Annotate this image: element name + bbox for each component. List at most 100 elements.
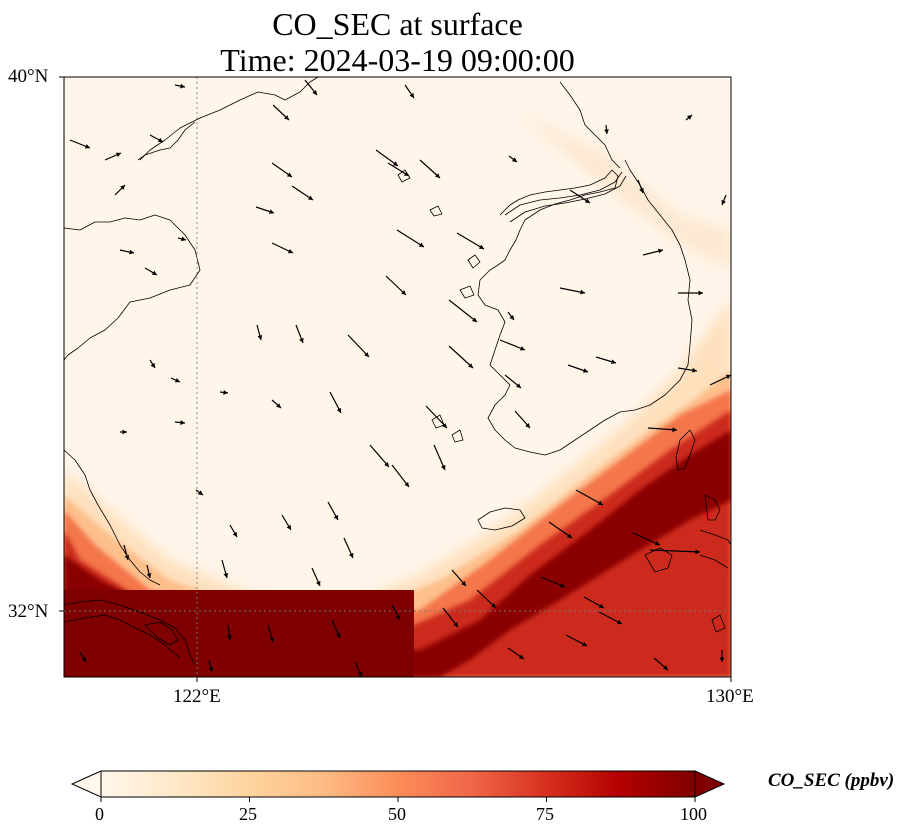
wind-vector-head	[698, 290, 703, 296]
colorbar-tick-0: 0	[95, 804, 104, 824]
wind-vector-head	[124, 555, 130, 560]
wind-vector-head	[403, 171, 409, 176]
colorbar-gradient	[101, 771, 695, 797]
wind-vector-head	[725, 374, 731, 380]
wind-vector-shaft	[548, 521, 573, 539]
coast-yangtze-south	[64, 614, 181, 659]
map-title-line-1: CO_SEC at surface	[272, 6, 523, 42]
wind-vector-head	[525, 423, 530, 428]
map-frame	[63, 76, 732, 678]
wind-vector-head	[519, 346, 525, 351]
plume-core-solid	[64, 590, 414, 677]
coast-jiangsu	[64, 449, 161, 586]
wind-vector-head	[284, 115, 289, 120]
wind-vector-head	[435, 173, 440, 178]
lat-tick-40n: 40°N	[8, 66, 49, 87]
wind-vector-head	[491, 603, 496, 608]
lon-tick-122e: 122°E	[173, 686, 221, 707]
wind-vector-head	[286, 524, 291, 530]
wind-vector-head	[174, 377, 180, 383]
wind-vector-head	[695, 549, 700, 555]
wind-vector-head	[559, 583, 565, 588]
wind-vector-head	[129, 249, 134, 255]
wind-vector-head	[150, 362, 155, 368]
wind-vector-head	[582, 368, 588, 373]
wind-vector-head	[384, 462, 389, 467]
wind-vector-shaft	[425, 405, 448, 429]
wind-vector-shaft	[448, 299, 478, 323]
wind-vector-head	[442, 423, 447, 428]
colorbar-title: CO_SEC (ppbv)	[768, 770, 895, 791]
wind-vector-shaft	[632, 532, 661, 546]
coast-shandong	[64, 214, 201, 361]
field-faint-ne	[520, 115, 731, 270]
wind-vector-head	[471, 317, 477, 322]
wind-vector-head	[223, 573, 229, 578]
wind-vector-head	[181, 236, 186, 242]
coast-bohai-north	[139, 77, 319, 161]
wind-vector-shaft	[647, 427, 678, 431]
wind-vector-head	[597, 500, 603, 505]
lat-tick-32n: 32°N	[8, 601, 49, 622]
wind-vector-head	[223, 390, 228, 395]
wind-vector-head	[566, 533, 572, 538]
colorbar-extend-max	[694, 770, 726, 798]
wind-vector-shaft	[456, 232, 485, 250]
wind-vector-shaft	[375, 149, 399, 167]
wind-vector-head	[357, 671, 363, 677]
wind-vector-shaft	[385, 275, 407, 296]
wind-vector-head	[518, 654, 524, 659]
wind-vector-head	[604, 129, 609, 134]
wind-vector-head	[268, 209, 274, 214]
wind-vector-head	[157, 137, 163, 142]
wind-vector-head	[409, 92, 414, 98]
wind-vector-head	[611, 359, 616, 365]
border-yalu	[504, 171, 623, 216]
map-title-line-2: Time: 2024-03-19 09:00:00	[220, 42, 575, 78]
wind-vector-shaft	[347, 334, 370, 358]
gridlines	[64, 77, 731, 677]
wind-vector-head	[580, 289, 585, 295]
wind-vector-head	[721, 199, 726, 205]
wind-vector-head	[180, 83, 185, 89]
wind-vector-head	[440, 464, 446, 470]
wind-vector-head	[276, 403, 281, 408]
wind-vector-head	[208, 667, 214, 672]
coast-yangtze-north	[64, 599, 196, 666]
wind-vector-head	[719, 657, 725, 662]
tsushima-island	[675, 429, 696, 471]
wind-vector-head	[654, 540, 660, 546]
colorbar-tick-75: 75	[536, 804, 554, 824]
wind-vector-head	[509, 314, 514, 320]
wind-vector-head	[232, 531, 237, 537]
wind-vector-shaft	[649, 549, 701, 553]
wind-vector-head	[122, 429, 127, 435]
wind-vector-shaft	[369, 444, 390, 468]
wind-vector-head	[81, 656, 86, 662]
wind-vector-head	[269, 637, 275, 642]
wind-vector-head	[581, 641, 587, 647]
wind-vector-head	[478, 244, 484, 249]
colorbar-extend-min	[70, 770, 102, 798]
wind-vector-head	[115, 152, 121, 158]
wind-vector-head	[584, 198, 590, 203]
wind-vector-shaft	[433, 444, 446, 471]
wind-vector-head	[364, 352, 369, 357]
wind-vector-head	[616, 619, 622, 625]
wind-vector-head	[120, 185, 125, 190]
wind-vector-head	[257, 335, 263, 340]
wind-vector-shaft	[448, 345, 474, 369]
wind-vector-head	[418, 242, 424, 247]
wind-vector-head	[663, 665, 668, 670]
wind-vector-head	[287, 248, 293, 254]
wind-vector-head	[511, 157, 517, 162]
wind-vector-head	[84, 144, 90, 149]
wind-vector-head	[515, 383, 521, 388]
wind-vector-head	[395, 614, 400, 620]
wind-vector-head	[197, 490, 203, 495]
colorbar-tick-50: 50	[388, 804, 406, 824]
wind-vector-head	[692, 367, 697, 373]
chongming-island	[144, 621, 179, 646]
wind-vector-head	[598, 603, 604, 608]
wind-vector-head	[333, 514, 338, 520]
